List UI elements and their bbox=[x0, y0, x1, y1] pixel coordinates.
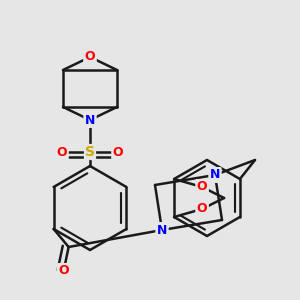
Text: S: S bbox=[85, 145, 95, 159]
Text: O: O bbox=[58, 265, 69, 278]
Text: O: O bbox=[197, 202, 207, 215]
Text: N: N bbox=[85, 113, 95, 127]
Text: O: O bbox=[57, 146, 67, 158]
Text: O: O bbox=[85, 50, 95, 64]
Text: N: N bbox=[210, 169, 220, 182]
Text: N: N bbox=[157, 224, 167, 236]
Text: O: O bbox=[113, 146, 123, 158]
Text: O: O bbox=[197, 181, 207, 194]
